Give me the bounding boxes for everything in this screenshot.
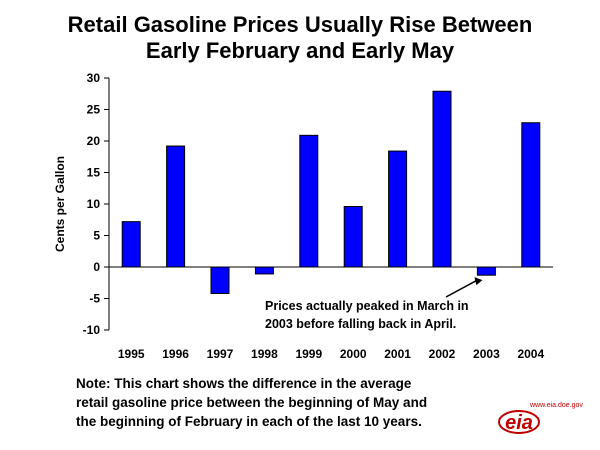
x-tick-label-1998: 1998 xyxy=(251,347,278,361)
y-tick-label: 30 xyxy=(87,71,101,85)
bar-1998 xyxy=(254,266,274,275)
y-tick-label: 15 xyxy=(87,166,101,180)
annotation-arrow-line xyxy=(445,279,478,298)
bar-1996 xyxy=(166,145,186,268)
annotation-arrow-head xyxy=(474,277,483,286)
bar-2003 xyxy=(476,266,496,276)
bar-1995 xyxy=(121,221,141,268)
chart-title-line-1: Retail Gasoline Prices Usually Rise Betw… xyxy=(67,12,533,37)
note-line-2: retail gasoline price between the beginn… xyxy=(76,395,428,410)
bar-2000 xyxy=(343,206,363,268)
bar-2002 xyxy=(432,90,452,268)
eia-url: www.eia.doe.gov xyxy=(530,402,583,409)
annotation-line-2: 2003 before falling back in April. xyxy=(265,317,456,331)
x-tick-label-2004: 2004 xyxy=(517,347,544,361)
eia-logo-ring xyxy=(498,410,540,434)
eia-logo-text: eia xyxy=(505,412,533,434)
bar-2004 xyxy=(521,122,541,268)
y-axis-label: Cents per Gallon xyxy=(53,156,67,252)
x-tick-label-1997: 1997 xyxy=(207,347,234,361)
x-tick-label-2003: 2003 xyxy=(473,347,500,361)
bar-2001 xyxy=(388,150,408,268)
annotation-line-1: Prices actually peaked in March in xyxy=(265,299,469,313)
note-line-1: Note: This chart shows the difference in… xyxy=(76,376,412,391)
y-tick-label: 25 xyxy=(87,103,101,117)
y-tick-label: -5 xyxy=(89,292,100,306)
y-tick-label: 20 xyxy=(87,134,101,148)
x-tick-label-1999: 1999 xyxy=(295,347,322,361)
y-tick-label: 10 xyxy=(87,197,101,211)
y-tick-label: -10 xyxy=(83,323,101,337)
x-tick-label-1996: 1996 xyxy=(162,347,189,361)
note-line-3: the beginning of February in each of the… xyxy=(76,414,422,429)
y-tick-label: 0 xyxy=(93,260,100,274)
bar-1999 xyxy=(299,134,319,268)
bar-chart: 30 25 20 15 10 5 0 -5 -10 Cents per Gallon 1995 199… xyxy=(53,71,553,361)
eia-logo: eia xyxy=(498,410,540,434)
x-tick-label-2000: 2000 xyxy=(340,347,367,361)
x-tick-label-2002: 2002 xyxy=(429,347,456,361)
x-tick-label-1995: 1995 xyxy=(118,347,145,361)
y-tick-label: 5 xyxy=(93,229,100,243)
x-tick-label-2001: 2001 xyxy=(384,347,411,361)
bar-1997 xyxy=(210,266,230,294)
chart-title-line-2: Early February and Early May xyxy=(145,38,455,63)
